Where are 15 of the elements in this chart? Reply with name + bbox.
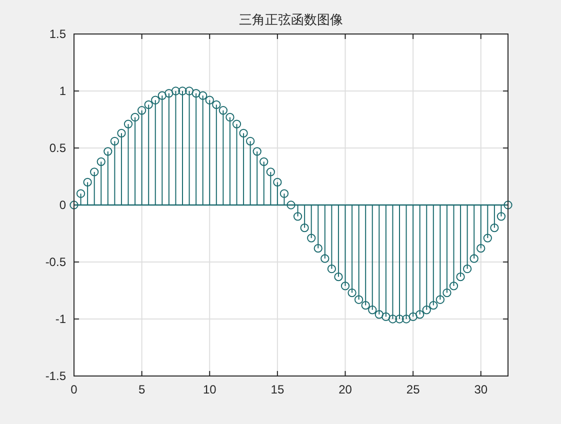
x-tick-label: 25 <box>406 382 420 397</box>
x-tick-label: 0 <box>70 382 78 397</box>
chart-title: 三角正弦函数图像 <box>239 12 343 27</box>
x-tick-label: 30 <box>474 382 488 397</box>
y-tick-label: 0.5 <box>49 140 66 155</box>
y-tick-label: 0 <box>59 198 66 212</box>
x-tick-label: 15 <box>270 382 284 397</box>
y-tick-label: 1 <box>59 84 66 98</box>
x-tick-label: 5 <box>138 382 146 397</box>
y-tick-label: 1.5 <box>49 26 66 41</box>
y-tick-label: -1.5 <box>45 368 66 383</box>
y-tick-label: -0.5 <box>45 254 66 269</box>
y-tick-label: -1 <box>55 312 66 326</box>
x-tick-label: 20 <box>338 382 352 397</box>
x-tick-label: 10 <box>202 382 217 397</box>
